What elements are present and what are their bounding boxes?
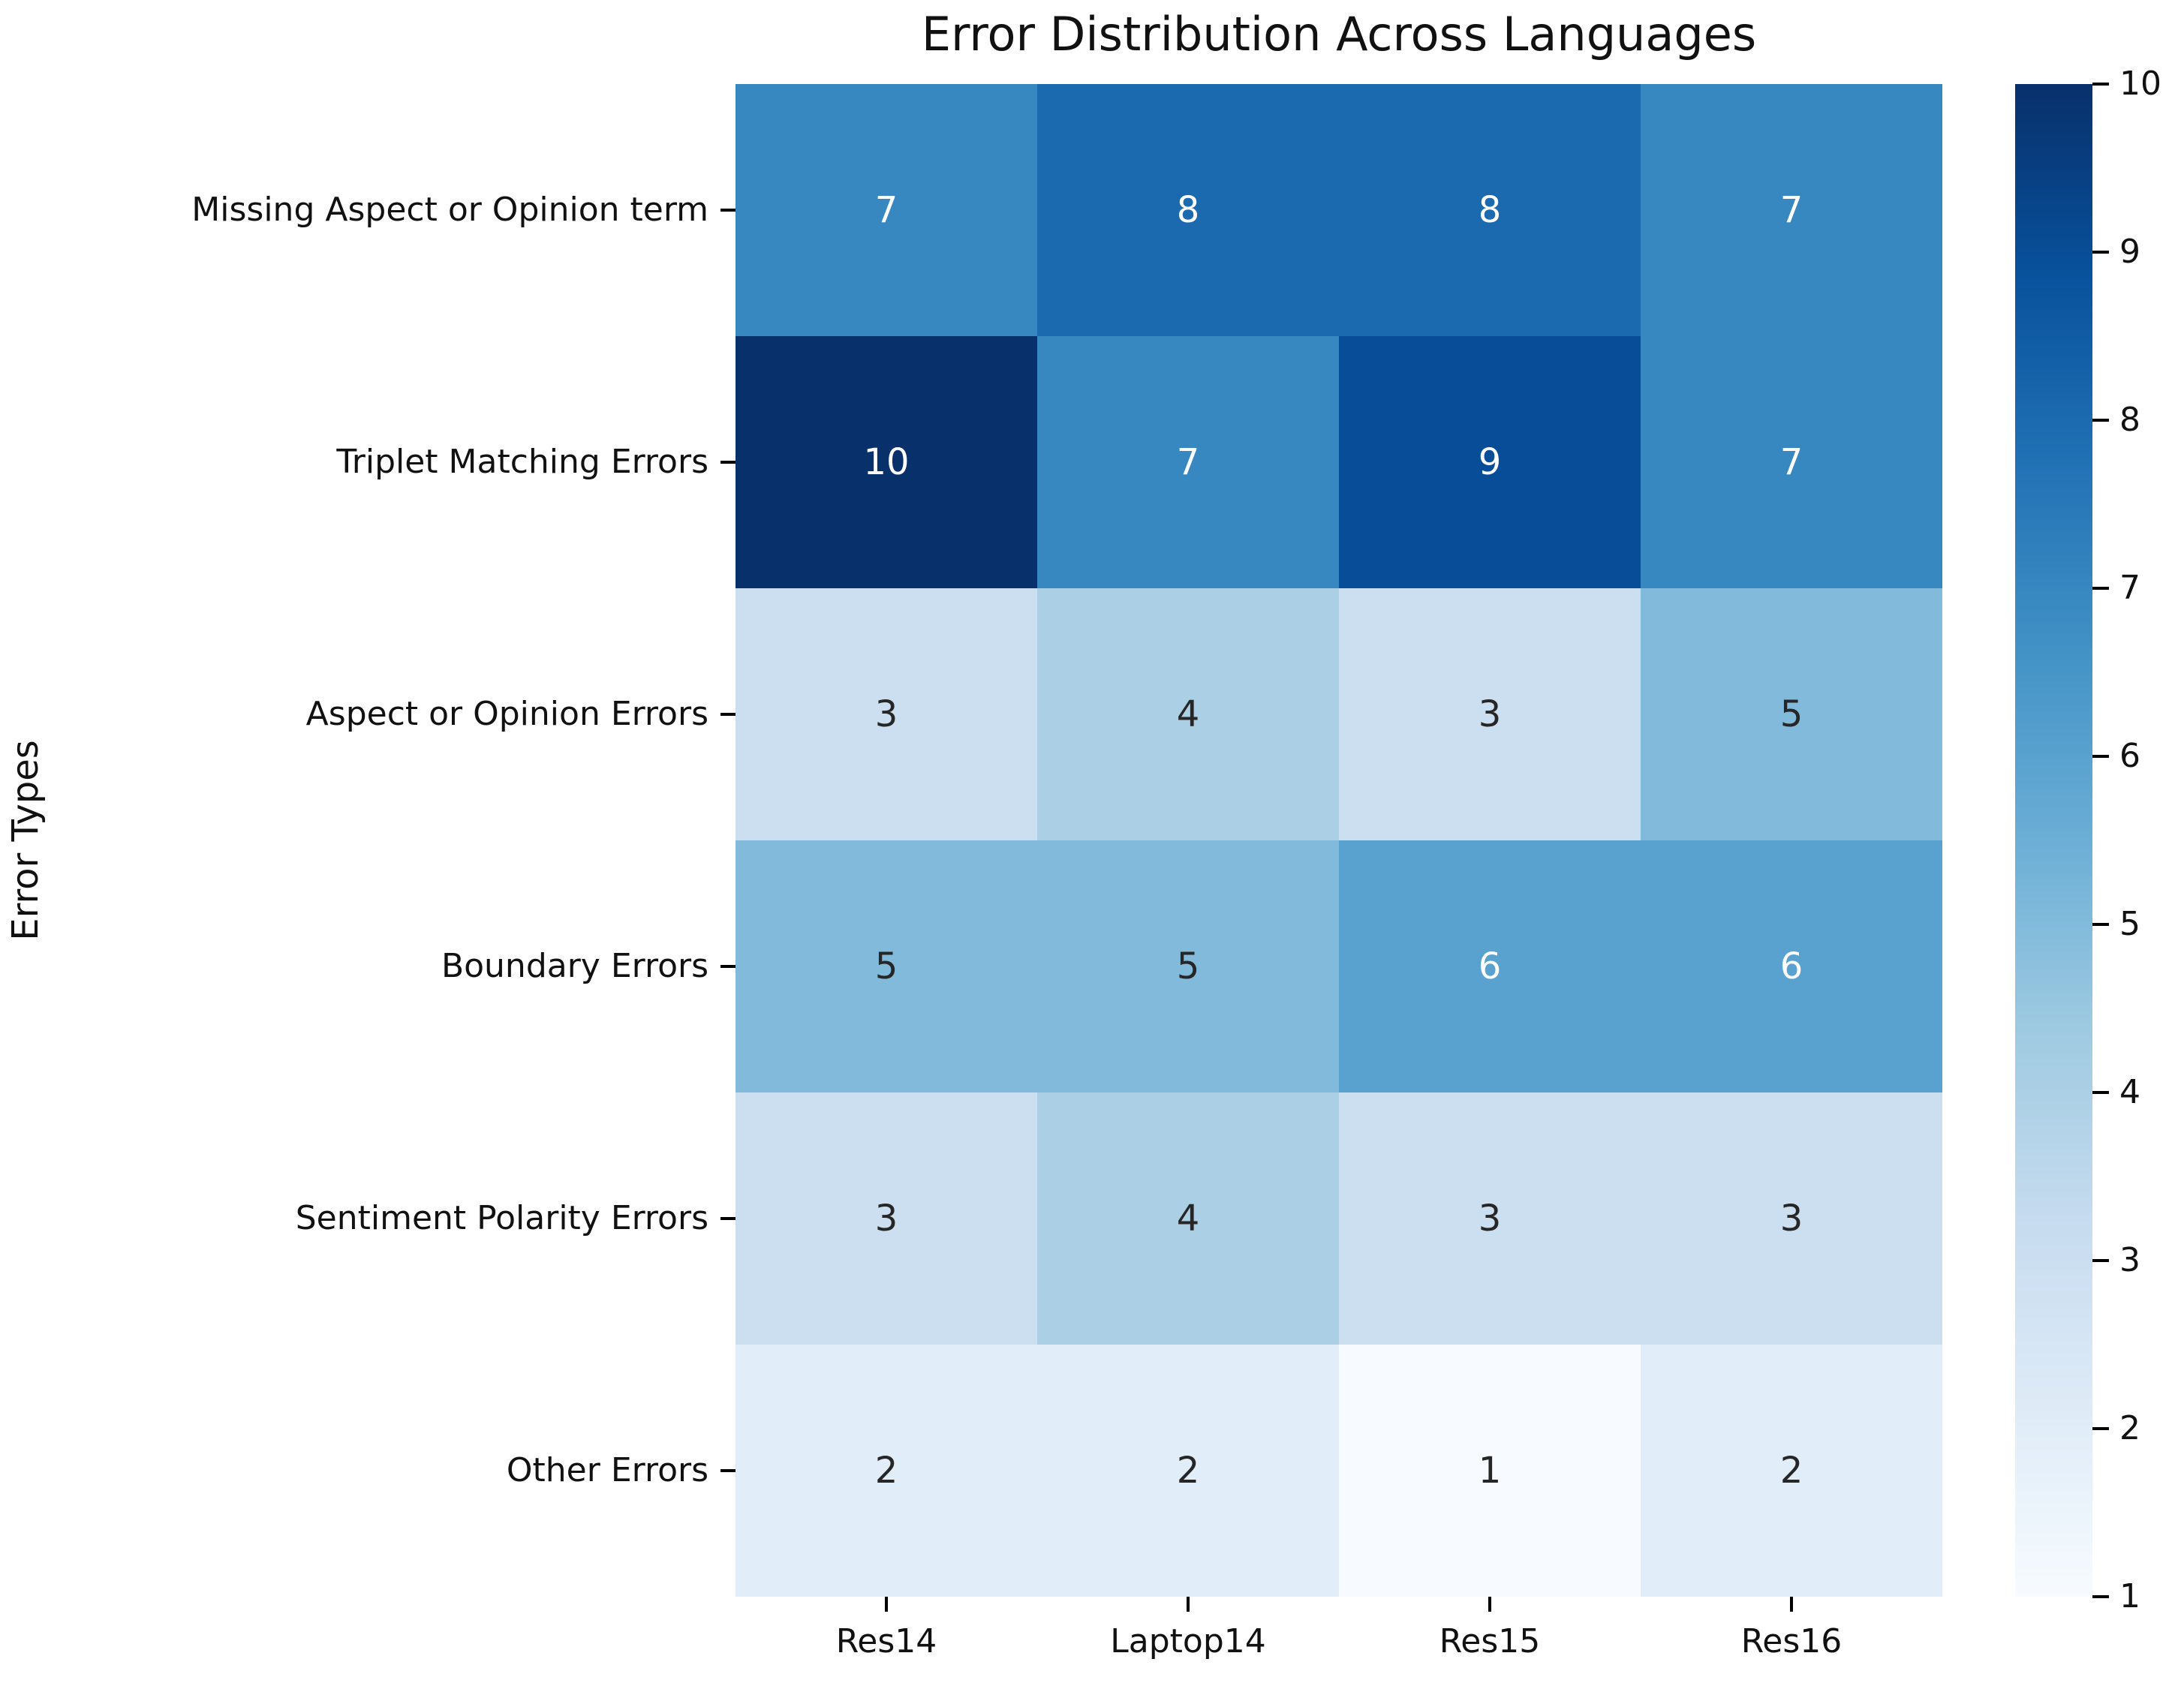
colorbar-tick-mark: [2092, 83, 2109, 86]
heatmap-cell-value: 7: [874, 189, 898, 231]
y-tick-label: Aspect or Opinion Errors: [305, 695, 708, 733]
heatmap-cell-value: 6: [1779, 945, 1803, 987]
x-tick-mark: [1488, 1597, 1491, 1612]
y-tick-label: Other Errors: [506, 1451, 708, 1489]
heatmap-cell: 7: [1037, 336, 1339, 588]
heatmap-cell: 7: [1641, 336, 1942, 588]
y-tick-mark: [720, 1469, 736, 1472]
colorbar-tick-mark: [2092, 251, 2109, 254]
heatmap-cell: 5: [736, 840, 1037, 1092]
heatmap-cell: 9: [1339, 336, 1641, 588]
heatmap-cell: 3: [1339, 588, 1641, 840]
colorbar-tick-mark: [2092, 1595, 2109, 1598]
heatmap-cell-value: 3: [874, 1198, 898, 1240]
y-axis-label: Error Types: [5, 740, 47, 941]
heatmap-cell-value: 8: [1478, 189, 1502, 231]
heatmap-cell: 3: [1339, 1092, 1641, 1345]
y-tick-label: Sentiment Polarity Errors: [295, 1199, 708, 1237]
heatmap-cell-value: 3: [1478, 693, 1502, 735]
heatmap-cell-value: 5: [874, 945, 898, 987]
colorbar-gradient: [2015, 84, 2092, 1597]
heatmap-cell-value: 10: [863, 441, 910, 483]
heatmap-cell-value: 7: [1779, 441, 1803, 483]
x-tick-mark: [885, 1597, 888, 1612]
colorbar-tick-label: 1: [2119, 1577, 2140, 1615]
heatmap-cell-value: 4: [1176, 1198, 1200, 1240]
heatmap-cell-value: 2: [1779, 1450, 1803, 1492]
x-tick-label: Res16: [1740, 1622, 1843, 1660]
heatmap-cell-value: 9: [1478, 441, 1502, 483]
heatmap-cell: 8: [1037, 84, 1339, 336]
heatmap-cell: 7: [1641, 84, 1942, 336]
x-tick-label: Res15: [1439, 1622, 1541, 1660]
heatmap-cell-value: 1: [1478, 1450, 1502, 1492]
heatmap-cell-value: 6: [1478, 945, 1502, 987]
colorbar-tick-mark: [2092, 1427, 2109, 1430]
heatmap-cell-value: 5: [1176, 945, 1200, 987]
colorbar: [2015, 84, 2092, 1597]
heatmap-cell: 3: [736, 1092, 1037, 1345]
heatmap-cell-value: 3: [874, 693, 898, 735]
colorbar-tick-mark: [2092, 1259, 2109, 1262]
heatmap-cell: 10: [736, 336, 1037, 588]
heatmap-cell: 6: [1641, 840, 1942, 1092]
heatmap-cell: 3: [1641, 1092, 1942, 1345]
heatmap-cell: 5: [1037, 840, 1339, 1092]
heatmap-cell: 5: [1641, 588, 1942, 840]
colorbar-tick-label: 5: [2119, 905, 2140, 943]
heatmap-cell: 3: [736, 588, 1037, 840]
heatmap-cell: 1: [1339, 1345, 1641, 1597]
heatmap-cell-value: 5: [1779, 693, 1803, 735]
heatmap-cell-value: 2: [874, 1450, 898, 1492]
y-tick-label: Triplet Matching Errors: [336, 443, 708, 481]
colorbar-tick-mark: [2092, 1091, 2109, 1094]
y-tick-label: Missing Aspect or Opinion term: [191, 191, 708, 229]
colorbar-tick-label: 2: [2119, 1409, 2140, 1447]
heatmap-cell-value: 2: [1176, 1450, 1200, 1492]
x-tick-mark: [1790, 1597, 1793, 1612]
heatmap-cell: 4: [1037, 588, 1339, 840]
y-tick-mark: [720, 1217, 736, 1220]
heatmap-cell: 4: [1037, 1092, 1339, 1345]
heatmap-cell: 2: [1641, 1345, 1942, 1597]
heatmap-cell-value: 3: [1779, 1198, 1803, 1240]
colorbar-tick-mark: [2092, 755, 2109, 758]
colorbar-tick-label: 7: [2119, 569, 2140, 607]
y-tick-mark: [720, 461, 736, 464]
y-tick-mark: [720, 713, 736, 716]
chart-title: Error Distribution Across Languages: [921, 7, 1757, 62]
x-tick-label: Laptop14: [1110, 1622, 1266, 1660]
colorbar-tick-label: 4: [2119, 1073, 2140, 1111]
heatmap-grid: 7 8 8 7 10 7 9 7 3 4 3 5 5 5 6 6 3 4 3 3 2 2 1 2: [736, 84, 1942, 1597]
heatmap-cell: 2: [1037, 1345, 1339, 1597]
colorbar-tick-label: 9: [2119, 233, 2140, 271]
heatmap-cell-value: 7: [1176, 441, 1200, 483]
heatmap-cell-value: 8: [1176, 189, 1200, 231]
colorbar-tick-mark: [2092, 587, 2109, 590]
heatmap-cell: 7: [736, 84, 1037, 336]
colorbar-tick-label: 10: [2119, 65, 2161, 103]
colorbar-tick-mark: [2092, 923, 2109, 926]
heatmap-cell-value: 4: [1176, 693, 1200, 735]
colorbar-tick-mark: [2092, 419, 2109, 422]
heatmap-cell-value: 7: [1779, 189, 1803, 231]
heatmap-cell-value: 3: [1478, 1198, 1502, 1240]
y-tick-mark: [720, 209, 736, 212]
y-tick-mark: [720, 965, 736, 968]
x-tick-mark: [1187, 1597, 1190, 1612]
y-tick-label: Boundary Errors: [441, 947, 708, 985]
colorbar-tick-label: 6: [2119, 737, 2140, 775]
colorbar-tick-label: 3: [2119, 1241, 2140, 1279]
heatmap-cell: 2: [736, 1345, 1037, 1597]
x-tick-label: Res14: [835, 1622, 937, 1660]
colorbar-tick-label: 8: [2119, 401, 2140, 439]
heatmap-cell: 8: [1339, 84, 1641, 336]
heatmap-cell: 6: [1339, 840, 1641, 1092]
